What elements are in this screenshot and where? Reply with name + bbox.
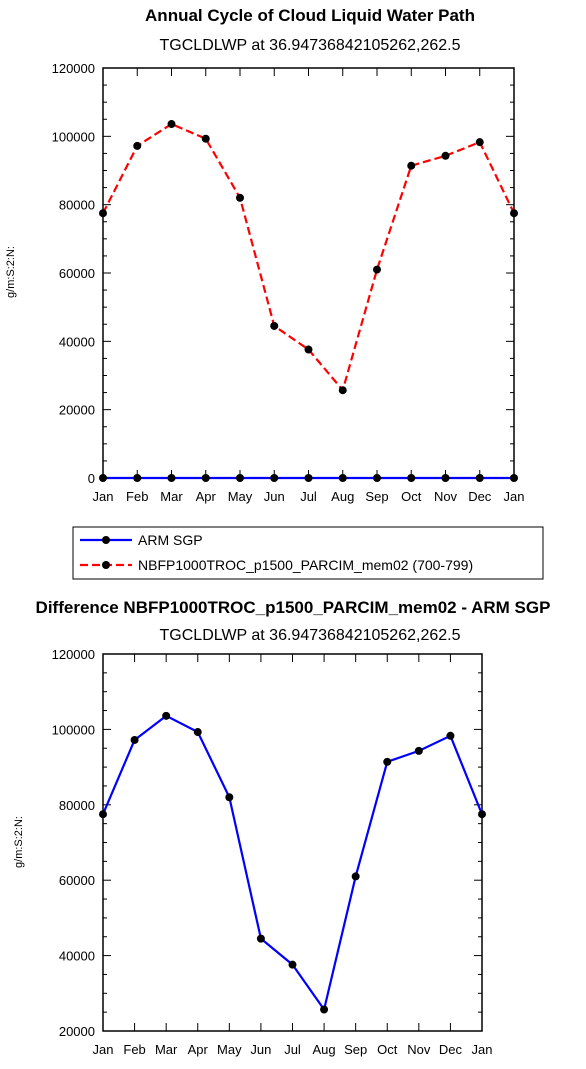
chart-1-x-tick-label: Nov: [434, 489, 458, 504]
chart-1-data-point: [236, 474, 244, 482]
chart-1-x-tick-label: May: [228, 489, 253, 504]
chart-1-axes: 0 20000 40000 60000 80000 100000 120000 Jan Feb M…: [52, 61, 525, 504]
legend-label-arm-sgp: ARM SGP: [138, 532, 203, 548]
chart-2-y-tick-label: 120000: [52, 647, 95, 662]
chart-2-data-point: [478, 810, 486, 819]
chart-1-y-tick-label: 40000: [59, 334, 95, 349]
chart-1-x-tick-label: Oct: [401, 489, 422, 504]
chart-2-data-point: [130, 735, 139, 744]
chart-1-x-tick-label: Jan: [504, 489, 525, 504]
legend-marker-model: [102, 561, 110, 569]
chart-1-data-point: [373, 474, 381, 482]
chart-1-y-tick-label: 20000: [59, 403, 95, 418]
chart-2-x-tick-label: Oct: [377, 1042, 398, 1057]
chart-1-data-point: [270, 321, 279, 330]
chart-1-x-tick-label: Sep: [365, 489, 388, 504]
chart-2-data-point: [288, 960, 297, 969]
chart-2-x-tick-label: Nov: [407, 1042, 431, 1057]
chart-2-data-point: [256, 934, 265, 943]
chart-1-data-point: [167, 474, 176, 482]
chart-2-data-point: [99, 810, 107, 819]
chart-2-data-point: [351, 872, 360, 881]
chart-1-x-tick-label: Dec: [468, 489, 492, 504]
chart-1-data-point: [373, 265, 381, 274]
chart-1-data-point: [236, 193, 244, 202]
chart-1-data-point: [201, 474, 210, 482]
chart-2-y-tick-label: 80000: [59, 798, 95, 813]
chart-1-data-point: [338, 386, 347, 395]
chart-2-plot-frame: [102, 653, 483, 1032]
chart-2-x-tick-label: Dec: [439, 1042, 463, 1057]
legend-label-model: NBFP1000TROC_p1500_PARCIM_mem02 (700-799…: [138, 557, 473, 573]
chart-2-title: Difference NBFP1000TROC_p1500_PARCIM_mem…: [36, 598, 551, 617]
chart-2-data-point: [320, 1005, 329, 1014]
chart-1-data-point: [475, 138, 484, 147]
chart-2-x-tick-label: Jan: [93, 1042, 114, 1057]
chart-2-data-point: [446, 731, 455, 740]
chart-2-y-tick-label: 20000: [59, 1024, 95, 1039]
chart-1-x-tick-label: Jan: [93, 489, 114, 504]
chart-1-y-tick-label: 0: [88, 471, 95, 486]
chart-1-series: [99, 120, 518, 482]
chart-1-y-tick-label: 120000: [52, 61, 95, 76]
chart-1-data-point: [407, 474, 416, 482]
chart-1-data-point: [475, 474, 484, 482]
chart-1-plot-frame: [102, 67, 515, 479]
chart-2-x-tick-label: May: [217, 1042, 242, 1057]
chart-1-data-point: [133, 474, 142, 482]
chart-2: Difference NBFP1000TROC_p1500_PARCIM_mem…: [13, 598, 550, 1057]
chart-2-x-tick-label: Feb: [123, 1042, 145, 1057]
chart-2-x-tick-label: Apr: [188, 1042, 209, 1057]
chart-1-data-point: [338, 474, 347, 482]
chart-1-legend: ARM SGP NBFP1000TROC_p1500_PARCIM_mem02 …: [72, 526, 544, 580]
chart-1-x-tick-label: Jun: [264, 489, 285, 504]
chart-1-y-tick-label: 100000: [52, 129, 95, 144]
legend-box: [72, 526, 544, 580]
chart-1-data-point: [441, 151, 450, 160]
chart-1-y-tick-label: 60000: [59, 266, 95, 281]
chart-1-x-tick-label: Feb: [126, 489, 148, 504]
chart-1-data-point: [167, 120, 176, 129]
chart-2-y-tick-label: 100000: [52, 722, 95, 737]
chart-1: Annual Cycle of Cloud Liquid Water Path …: [5, 6, 524, 504]
chart-1-x-tick-label: Apr: [196, 489, 217, 504]
chart-1-data-point: [99, 209, 107, 218]
chart-1-x-tick-label: Mar: [160, 489, 183, 504]
chart-2-x-tick-label: Jan: [472, 1042, 493, 1057]
chart-2-x-tick-label: Mar: [155, 1042, 178, 1057]
chart-2-x-tick-label: Aug: [313, 1042, 336, 1057]
chart-2-data-point: [193, 728, 202, 737]
chart-1-data-point: [201, 134, 210, 143]
chart-1-subtitle: TGCLDLWP at 36.94736842105262,262.5: [160, 37, 461, 54]
chart-1-data-point: [510, 474, 518, 482]
chart-1-x-tick-label: Jul: [300, 489, 317, 504]
chart-1-data-point: [270, 474, 279, 482]
chart-2-x-tick-label: Sep: [344, 1042, 367, 1057]
chart-2-x-tick-label: Jul: [284, 1042, 301, 1057]
chart-1-x-tick-label: Aug: [331, 489, 354, 504]
chart-2-data-point: [162, 711, 171, 720]
chart-1-data-point: [304, 474, 313, 482]
chart-2-series: [99, 711, 486, 1014]
chart-2-data-point: [383, 757, 392, 766]
chart-1-title: Annual Cycle of Cloud Liquid Water Path: [145, 6, 475, 25]
chart-2-data-point: [225, 793, 234, 802]
chart-1-data-point: [133, 141, 142, 150]
chart-1-data-point: [407, 161, 416, 170]
chart-2-y-tick-label: 40000: [59, 949, 95, 964]
chart-1-data-point: [441, 474, 450, 482]
chart-2-x-tick-label: Jun: [250, 1042, 271, 1057]
chart-2-axes: 20000 40000 60000 80000 100000 120000 Jan Feb Ma…: [52, 647, 493, 1057]
chart-2-y-axis-label: g/m:S:2:N:: [13, 816, 25, 868]
chart-2-data-point: [414, 746, 423, 755]
chart-1-y-axis-label: g/m:S:2:N:: [5, 246, 17, 298]
legend-marker-arm-sgp: [102, 536, 110, 544]
chart-1-y-tick-label: 80000: [59, 198, 95, 213]
chart-1-data-point: [304, 345, 313, 354]
chart-1-data-point: [99, 474, 107, 482]
chart-2-subtitle: TGCLDLWP at 36.94736842105262,262.5: [160, 627, 461, 644]
chart-2-y-tick-label: 60000: [59, 873, 95, 888]
chart-1-data-point: [510, 209, 518, 218]
